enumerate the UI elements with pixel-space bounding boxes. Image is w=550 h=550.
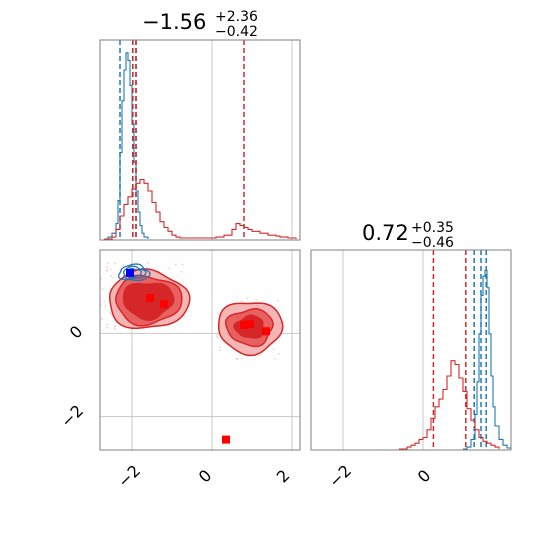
sample-dot (146, 262, 149, 265)
sample-dot (113, 328, 116, 331)
sample-dot (274, 357, 277, 360)
point-marker (146, 293, 154, 302)
sample-dot (255, 299, 258, 302)
histogram-param-1 (99, 39, 301, 241)
sample-dot (181, 263, 184, 266)
sample-dot (105, 269, 108, 272)
sample-dot (113, 262, 116, 265)
panel-frame (99, 39, 301, 241)
x-tick-labels-bottom-left: −2 0 2 (114, 461, 293, 491)
sample-dot (240, 300, 243, 303)
panel-frame (99, 249, 301, 451)
x-tick-label: −2 (114, 461, 144, 491)
y-tick-label: −2 (57, 401, 87, 431)
sample-dot (216, 336, 219, 339)
point-marker (262, 327, 270, 336)
title-param-2: 0.72 +0.35 −0.46 (362, 220, 454, 251)
title-1-lower: −0.42 (215, 24, 258, 40)
title-1-upper: +2.36 (215, 9, 258, 25)
sample-dot (104, 304, 107, 307)
x-tick-label: 0 (195, 466, 216, 487)
x-tick-label: 0 (414, 466, 435, 487)
sample-dot (215, 335, 218, 338)
sample-dot (272, 348, 275, 351)
sample-dot (122, 264, 125, 267)
sample-dot (217, 313, 220, 316)
title-1-value: −1.56 (142, 10, 206, 34)
sample-dot (236, 357, 239, 360)
histogram-param-2 (310, 249, 512, 451)
histogram-series-1 (104, 178, 297, 240)
sample-dot (276, 300, 279, 303)
sample-dot (101, 317, 104, 320)
sample-dot (106, 323, 109, 326)
point-marker (246, 320, 254, 329)
contour-blue-level-0 (117, 263, 151, 282)
x-tick-labels-bottom-right: −2 0 (325, 461, 434, 491)
sample-dot (109, 268, 112, 271)
point-marker (240, 321, 248, 329)
sample-dot (109, 311, 112, 314)
sample-dot (180, 270, 183, 273)
title-2-value: 0.72 (362, 221, 409, 245)
sample-dot (168, 267, 171, 270)
title-param-1: −1.56 +2.36 −0.42 (142, 9, 258, 40)
sample-dot (106, 266, 109, 269)
sample-dot (241, 357, 244, 360)
x-tick-label: 2 (273, 466, 294, 487)
sample-dot (277, 352, 280, 355)
sample-dot (283, 324, 286, 327)
sample-dot (106, 262, 109, 265)
point-marker (126, 268, 134, 277)
sample-dot (103, 300, 106, 303)
title-2-lower: −0.46 (411, 235, 454, 251)
histogram-series-1 (399, 360, 500, 450)
y-tick-labels-bottom-left: −2 0 (57, 322, 87, 431)
contour-2d (99, 249, 301, 451)
sample-dot (113, 325, 116, 328)
sample-dot (246, 297, 249, 300)
sample-dot (219, 349, 222, 352)
histogram-series-0 (104, 52, 149, 240)
x-tick-label: −2 (325, 461, 355, 491)
sample-dot (183, 315, 186, 318)
sample-dot (106, 326, 109, 329)
sample-dot (174, 263, 177, 266)
histogram-series-0 (463, 269, 512, 450)
contour-blue-level-1 (123, 265, 147, 280)
sample-dot (219, 346, 222, 349)
sample-dot (101, 288, 104, 291)
sample-dot (112, 276, 115, 279)
panel-frame (310, 249, 512, 451)
contour-layer (100, 250, 300, 450)
point-marker (222, 435, 230, 444)
title-2-upper: +0.35 (411, 220, 454, 236)
y-tick-label: 0 (66, 322, 87, 343)
sample-dot (110, 275, 113, 278)
point-marker (160, 300, 168, 309)
